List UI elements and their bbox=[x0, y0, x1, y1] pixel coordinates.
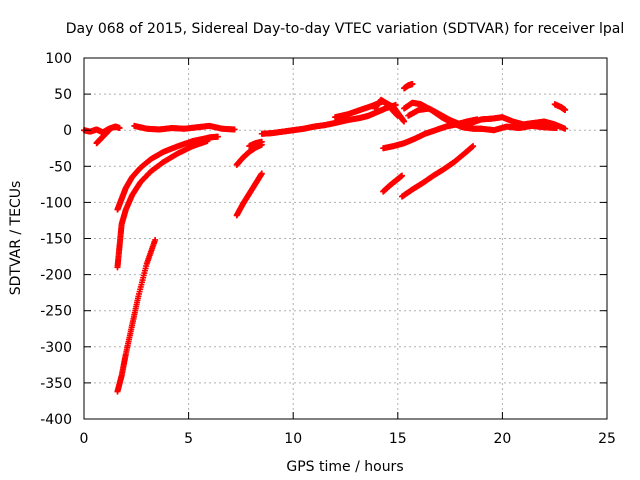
x-tick-label: 20 bbox=[493, 431, 511, 447]
x-tick-label: 10 bbox=[284, 431, 302, 447]
y-tick-label: 50 bbox=[54, 87, 72, 103]
data-point bbox=[470, 143, 477, 150]
y-tick-label: 100 bbox=[45, 51, 72, 67]
series bbox=[81, 123, 123, 136]
series bbox=[114, 236, 159, 395]
series bbox=[551, 101, 569, 113]
data-points bbox=[81, 80, 569, 395]
data-point bbox=[409, 80, 416, 87]
x-axis-label: GPS time / hours bbox=[286, 459, 403, 475]
x-tick-label: 25 bbox=[598, 431, 616, 447]
series bbox=[93, 127, 113, 147]
y-tick-label: -400 bbox=[40, 412, 72, 428]
data-point bbox=[398, 172, 405, 179]
series bbox=[398, 143, 477, 200]
data-point bbox=[562, 106, 569, 113]
y-tick-label: -200 bbox=[40, 268, 72, 284]
series bbox=[401, 80, 416, 92]
data-point bbox=[116, 125, 123, 132]
series bbox=[246, 138, 265, 150]
data-point bbox=[258, 170, 265, 177]
data-point bbox=[553, 125, 560, 132]
y-tick-label: -150 bbox=[40, 232, 72, 248]
data-point bbox=[258, 138, 265, 145]
data-point bbox=[562, 125, 569, 132]
series bbox=[478, 122, 560, 134]
series bbox=[258, 101, 399, 137]
data-point bbox=[214, 133, 221, 140]
series bbox=[380, 116, 481, 152]
data-point bbox=[401, 118, 408, 125]
series bbox=[380, 172, 405, 195]
y-tick-label: 0 bbox=[63, 123, 72, 139]
data-point bbox=[106, 127, 113, 134]
data-point bbox=[394, 112, 401, 119]
y-tick-label: -350 bbox=[40, 376, 72, 392]
chart-title: Day 068 of 2015, Sidereal Day-to-day VTE… bbox=[66, 21, 624, 37]
y-tick-label: -250 bbox=[40, 304, 72, 320]
y-tick-label: -50 bbox=[49, 159, 72, 175]
x-tick-label: 15 bbox=[389, 431, 407, 447]
series bbox=[114, 138, 211, 271]
y-axis-label: SDTVAR / TECUs bbox=[8, 181, 24, 296]
data-point bbox=[152, 236, 159, 243]
y-tick-label: -300 bbox=[40, 340, 72, 356]
data-point bbox=[204, 138, 211, 145]
series bbox=[233, 170, 265, 219]
x-tick-label: 5 bbox=[184, 431, 193, 447]
series bbox=[371, 96, 401, 119]
data-point bbox=[231, 126, 238, 133]
y-tick-label: -100 bbox=[40, 195, 72, 211]
series bbox=[131, 122, 238, 133]
x-tick-label: 0 bbox=[80, 431, 89, 447]
axis-ticks: 0 5 10 15 20 25 100 50 0 -50 -100 -150 -200 -250 -300 -… bbox=[40, 51, 616, 447]
